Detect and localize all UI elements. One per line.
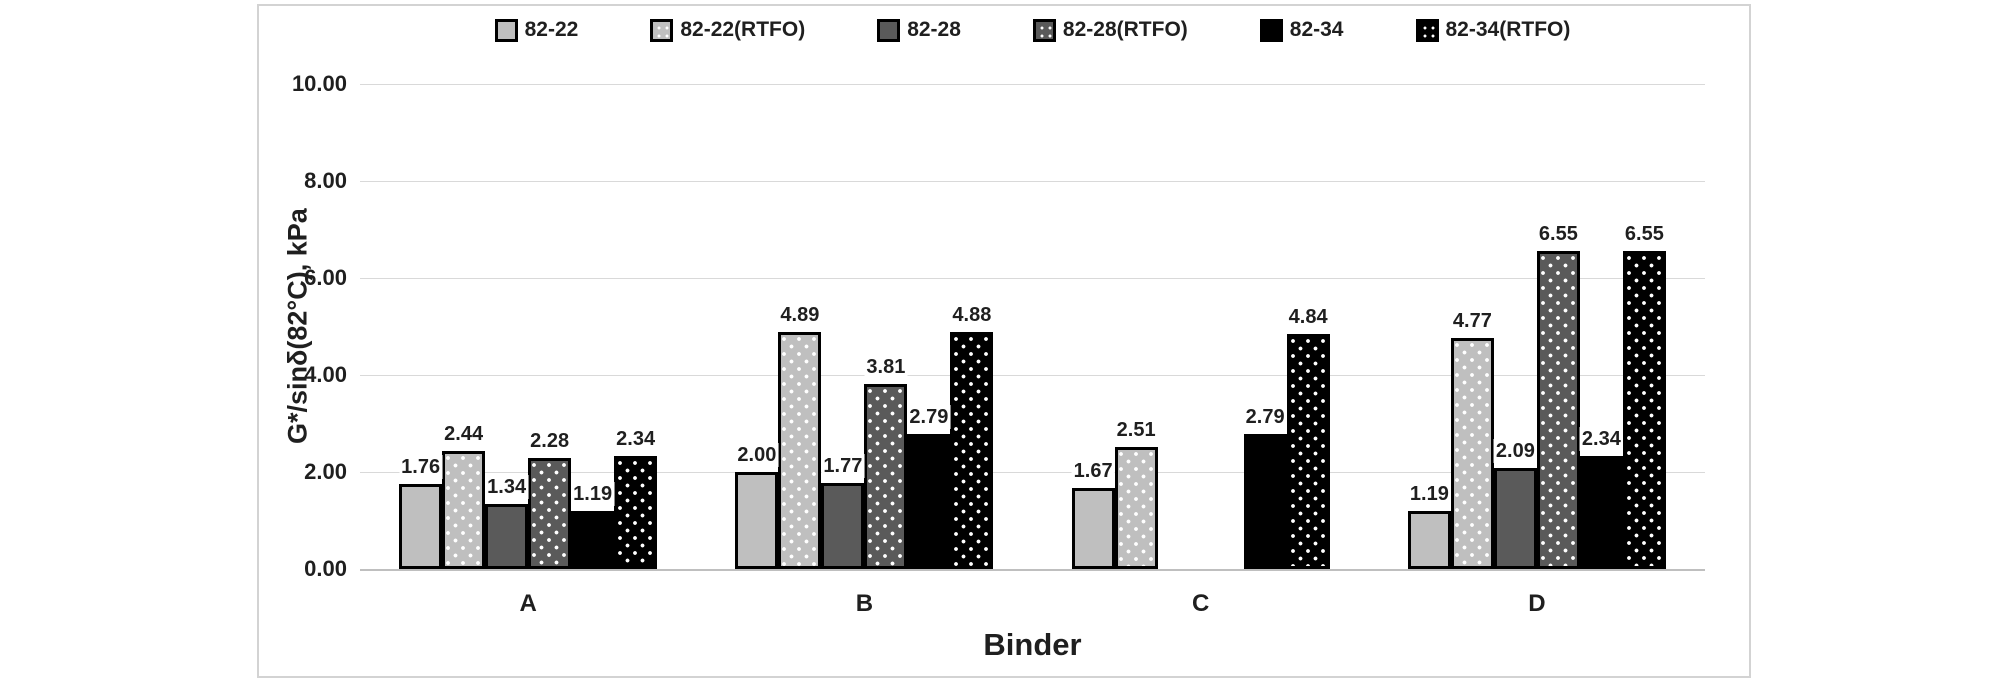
y-axis-title: G*/sinδ(82°C), kPa bbox=[282, 208, 313, 445]
legend-swatch-icon bbox=[877, 18, 901, 42]
data-label: 4.89 bbox=[778, 302, 822, 327]
y-tick-label: 4.00 bbox=[304, 362, 347, 387]
bar-82-28-B bbox=[821, 483, 865, 569]
bar-82-22(RTFO)-B bbox=[778, 331, 822, 569]
bar-82-34-B bbox=[907, 433, 951, 569]
legend-label: 82-28(RTFO) bbox=[1062, 18, 1188, 41]
y-tick-label: 2.00 bbox=[304, 459, 347, 484]
bar-82-34-C bbox=[1243, 433, 1287, 569]
bar-82-22(RTFO)-C bbox=[1114, 447, 1158, 569]
gridline bbox=[360, 181, 1705, 182]
bar-82-28(RTFO)-D bbox=[1536, 251, 1580, 569]
legend-item-82-28: 82-28 bbox=[877, 18, 961, 42]
y-tick-label: 0.00 bbox=[304, 556, 347, 581]
bar-82-22(RTFO)-D bbox=[1450, 337, 1494, 569]
x-axis-line bbox=[360, 569, 1705, 571]
legend-label: 82-22(RTFO) bbox=[680, 18, 806, 41]
gridline bbox=[360, 375, 1705, 376]
x-axis-title: Binder bbox=[983, 627, 1082, 662]
bar-82-34(RTFO)-D bbox=[1622, 251, 1666, 569]
legend-swatch-icon bbox=[1415, 18, 1439, 42]
data-label: 4.88 bbox=[950, 303, 994, 328]
bar-82-34(RTFO)-A bbox=[614, 455, 658, 569]
data-label: 2.79 bbox=[907, 404, 951, 429]
category-label-B: B bbox=[855, 590, 874, 617]
legend-item-82-34(RTFO): 82-34(RTFO) bbox=[1415, 18, 1571, 42]
gridline bbox=[360, 84, 1705, 85]
legend-item-82-22: 82-22 bbox=[494, 18, 579, 42]
data-label: 2.09 bbox=[1493, 438, 1537, 463]
legend: 82-22 82-22(RTFO) 82-28 82-28(RTFO) 82-34 82-… bbox=[360, 18, 1705, 42]
data-label: 2.34 bbox=[614, 426, 658, 451]
data-label: 1.34 bbox=[485, 475, 529, 500]
data-label: 2.51 bbox=[1114, 418, 1158, 443]
bar-82-28-D bbox=[1493, 467, 1537, 569]
plot-area: 1.76 2.00 1.67 1.19 2.44 4.89 2.51 4.77 1.34 1.77… bbox=[360, 84, 1705, 571]
data-label: 6.55 bbox=[1536, 222, 1580, 247]
bar-82-22-A bbox=[399, 483, 443, 569]
bar-82-34-A bbox=[571, 511, 615, 569]
data-label: 2.34 bbox=[1579, 426, 1623, 451]
category-label-A: A bbox=[519, 590, 537, 617]
bar-82-22-D bbox=[1407, 511, 1451, 569]
data-label: 2.79 bbox=[1243, 404, 1287, 429]
legend-item-82-28(RTFO): 82-28(RTFO) bbox=[1032, 18, 1188, 42]
bar-82-28(RTFO)-A bbox=[528, 458, 572, 569]
legend-label: 82-28 bbox=[907, 18, 961, 41]
data-label: 3.81 bbox=[864, 355, 908, 380]
gridline bbox=[360, 472, 1705, 473]
data-label: 2.00 bbox=[735, 443, 779, 467]
legend-label: 82-34(RTFO) bbox=[1445, 18, 1571, 41]
y-tick-label: 8.00 bbox=[304, 168, 347, 193]
bar-82-34-D bbox=[1579, 455, 1623, 569]
data-label: 1.19 bbox=[1407, 482, 1451, 507]
bar-82-34(RTFO)-B bbox=[950, 332, 994, 569]
y-tick-label: 6.00 bbox=[304, 265, 347, 290]
legend-label: 82-22 bbox=[524, 18, 579, 41]
legend-swatch-icon bbox=[494, 18, 518, 42]
chart-frame: 82-22 82-22(RTFO) 82-28 82-28(RTFO) 82-34 82-… bbox=[257, 4, 1751, 678]
bar-82-22(RTFO)-A bbox=[442, 450, 486, 569]
data-label: 2.28 bbox=[528, 429, 572, 454]
data-label: 6.55 bbox=[1622, 222, 1666, 247]
data-label: 4.77 bbox=[1450, 308, 1494, 333]
data-label: 4.84 bbox=[1286, 305, 1330, 330]
legend-item-82-34: 82-34 bbox=[1259, 18, 1344, 42]
data-label: 2.44 bbox=[442, 421, 486, 446]
data-label: 1.77 bbox=[821, 454, 865, 479]
gridline bbox=[360, 278, 1705, 279]
bar-82-22-B bbox=[735, 472, 779, 569]
legend-swatch-icon bbox=[650, 18, 674, 42]
legend-label: 82-34 bbox=[1289, 18, 1344, 41]
bar-82-34(RTFO)-C bbox=[1286, 334, 1330, 569]
data-label: 1.67 bbox=[1071, 459, 1115, 484]
legend-item-82-22(RTFO): 82-22(RTFO) bbox=[650, 18, 805, 42]
y-tick-label: 10.00 bbox=[291, 71, 347, 96]
bar-82-22-C bbox=[1071, 488, 1115, 569]
legend-swatch-icon bbox=[1259, 18, 1283, 42]
bar-82-28-A bbox=[485, 504, 529, 569]
data-label: 1.19 bbox=[571, 482, 615, 507]
bar-82-28(RTFO)-B bbox=[864, 384, 908, 569]
category-label-D: D bbox=[1528, 590, 1546, 617]
data-label: 1.76 bbox=[399, 454, 443, 479]
category-label-C: C bbox=[1191, 590, 1210, 617]
legend-swatch-icon bbox=[1032, 18, 1056, 42]
